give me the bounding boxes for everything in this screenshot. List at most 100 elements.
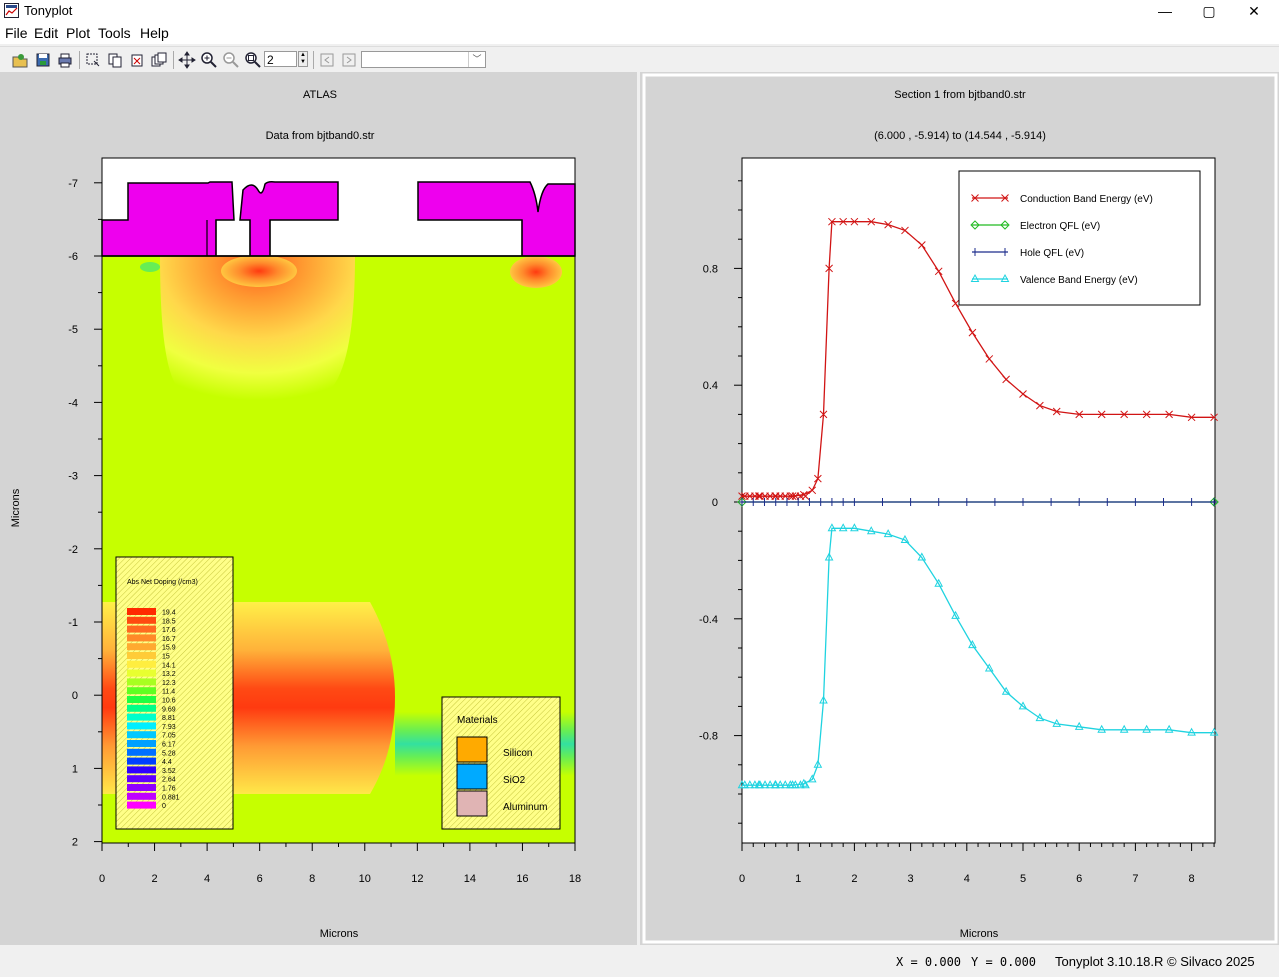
band-diagram-chart[interactable]: Section 1 from bjtband0.str (6.000 , -5.…: [640, 72, 1279, 945]
chart-legend-label: Valence Band Energy (eV): [1020, 275, 1138, 286]
plot-select-dropdown[interactable]: ﹀: [361, 51, 486, 68]
left-x-tick-label: 6: [257, 873, 263, 885]
save-icon[interactable]: [34, 51, 52, 69]
print-icon[interactable]: [56, 51, 74, 69]
right-y-tick-label: 0.4: [703, 380, 718, 392]
zoom-factor-icon[interactable]: [244, 51, 262, 69]
doping-legend-swatch: [127, 713, 156, 721]
spin-up-icon[interactable]: ▲: [300, 52, 306, 58]
valence-band-energy-point: [791, 780, 800, 789]
hole-qfl-point: [1048, 498, 1055, 506]
previous-view-icon[interactable]: [318, 51, 336, 69]
doping-legend-swatch: [127, 660, 156, 668]
spin-down-icon[interactable]: ▼: [300, 59, 306, 65]
right-x-tick-label: 4: [964, 873, 970, 885]
close-button[interactable]: ✕: [1231, 0, 1277, 22]
valence-band-energy-point: [984, 663, 994, 672]
valence-band-energy-point: [1097, 724, 1107, 733]
zoom-in-icon[interactable]: [200, 51, 218, 69]
material-swatch-sio2: [456, 763, 488, 790]
doping-legend-label: 18.5: [162, 618, 176, 625]
menu-tools[interactable]: Tools: [98, 25, 131, 41]
hole-qfl-point: [935, 498, 942, 506]
zoom-spinner[interactable]: ▲ ▼: [298, 51, 308, 67]
valence-band-energy-point: [824, 552, 834, 561]
valence-band-energy-point: [1074, 721, 1084, 730]
left-x-tick-label: 0: [99, 873, 105, 885]
conduction-band-energy-point: [738, 492, 746, 501]
conduction-band-energy-point: [934, 267, 943, 276]
hole-qfl-point: [1104, 498, 1111, 506]
doping-legend-label: 13.2: [162, 671, 176, 678]
delete-icon[interactable]: [128, 51, 146, 69]
doping-legend-label: 5.28: [162, 750, 176, 757]
doping-legend-swatch: [127, 643, 156, 651]
menu-plot[interactable]: Plot: [66, 25, 91, 41]
doping-legend-swatch: [127, 687, 156, 695]
open-file-icon[interactable]: [11, 51, 29, 69]
menu-file[interactable]: File: [5, 25, 28, 41]
right-x-tick-label: 6: [1076, 873, 1082, 885]
toolbar: 2 ▲ ▼ ﹀: [0, 46, 1279, 73]
valence-band-energy-point: [850, 523, 859, 532]
doping-legend[interactable]: Abs Net Doping (/cm3) 19.418.5 17.6 16.7 15…: [115, 556, 234, 830]
left-plot-panel[interactable]: ATLAS Data from bjtband0.str 0 2 4 6 8 10 12 14…: [0, 72, 637, 945]
right-x-tick-label: 0: [739, 873, 745, 885]
chart-legend[interactable]: Conduction Band Energy (eV) Electron QFL …: [958, 170, 1201, 306]
menu-help[interactable]: Help: [140, 25, 169, 41]
pan-icon[interactable]: [178, 51, 196, 69]
doping-legend-swatch: [127, 722, 156, 730]
valence-band-energy-point: [1119, 724, 1129, 733]
zoom-out-icon[interactable]: [222, 51, 240, 69]
valence-band-energy-point: [827, 523, 837, 532]
valence-band-energy-point: [1142, 724, 1151, 733]
chart-legend-marker: [1002, 248, 1008, 256]
doping-legend-label: 17.6: [162, 627, 176, 634]
conduction-band-energy-point: [801, 492, 810, 501]
zoom-factor-input[interactable]: 2: [264, 51, 297, 67]
copy-icon[interactable]: [106, 51, 124, 69]
doping-legend-swatch: [127, 801, 156, 809]
chevron-down-icon[interactable]: ﹀: [468, 52, 485, 67]
doping-legend-label: 7.05: [162, 733, 176, 740]
toolbar-separator: [313, 51, 314, 69]
collector-contact-region: [510, 256, 562, 288]
series-layer: [737, 217, 1219, 789]
chart-legend-marker: [1000, 273, 1010, 282]
material-label-silicon: Silicon: [503, 748, 532, 759]
conduction-band-energy-point: [1019, 390, 1027, 398]
material-swatch-silicon: [456, 736, 488, 763]
hole-qfl-point: [1132, 498, 1139, 506]
right-plot-panel[interactable]: Section 1 from bjtband0.str (6.000 , -5.…: [640, 72, 1279, 945]
hole-qfl-point: [817, 498, 824, 506]
right-x-tick-label: 8: [1189, 873, 1195, 885]
valence-band-energy-point: [883, 529, 893, 538]
menu-edit[interactable]: Edit: [34, 25, 59, 41]
conduction-band-energy-point: [917, 241, 926, 249]
next-view-icon[interactable]: [340, 51, 358, 69]
select-region-icon[interactable]: [84, 51, 102, 69]
maximize-button[interactable]: ▢: [1186, 0, 1232, 22]
conduction-band-energy-point: [828, 217, 836, 226]
right-y-tick-label: -0.8: [699, 731, 718, 743]
materials-legend-title: Materials: [457, 715, 498, 726]
minimize-button[interactable]: —: [1142, 0, 1188, 22]
conduction-band-energy-point: [985, 355, 994, 363]
material-swatch-aluminum: [456, 790, 488, 817]
conduction-band-energy-point: [1165, 410, 1173, 419]
right-y-tick-label: 0: [712, 497, 718, 509]
materials-legend[interactable]: Materials Silicon SiO2 Aluminum: [441, 696, 561, 830]
valence-band-energy-point: [1187, 727, 1196, 736]
valence-band-energy-point: [801, 780, 810, 789]
doping-legend-swatch: [127, 775, 156, 783]
overlay-icon[interactable]: [150, 51, 168, 69]
doping-contour-plot[interactable]: ATLAS Data from bjtband0.str 0 2 4 6 8 10 12 14…: [0, 72, 637, 945]
right-y-tick-label: -0.4: [699, 614, 718, 626]
conduction-band-energy-point: [808, 486, 817, 495]
left-y-tick-label: -2: [68, 544, 78, 556]
valence-band-energy-point: [745, 780, 755, 789]
left-x-axis-label: Microns: [320, 928, 359, 940]
hole-qfl-point: [828, 498, 835, 506]
doping-spot: [140, 262, 160, 272]
